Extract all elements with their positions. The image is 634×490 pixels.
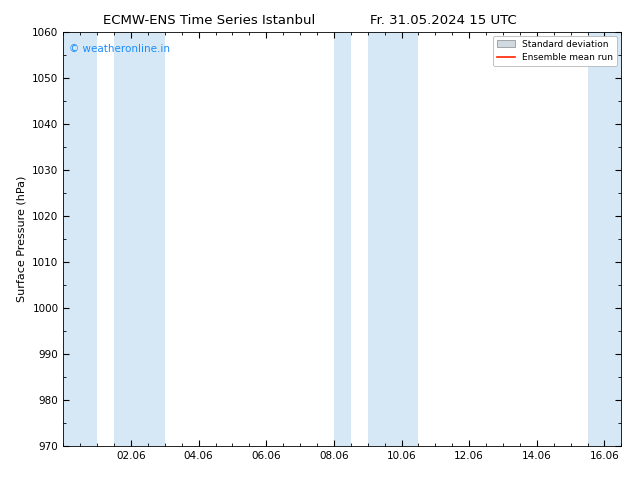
Y-axis label: Surface Pressure (hPa): Surface Pressure (hPa) — [16, 176, 27, 302]
Bar — [114, 32, 165, 446]
Text: © weatheronline.in: © weatheronline.in — [69, 44, 170, 54]
Bar — [63, 32, 97, 446]
Bar — [334, 32, 351, 446]
Text: Fr. 31.05.2024 15 UTC: Fr. 31.05.2024 15 UTC — [370, 14, 517, 27]
Bar — [588, 32, 621, 446]
Bar — [368, 32, 418, 446]
Legend: Standard deviation, Ensemble mean run: Standard deviation, Ensemble mean run — [493, 36, 617, 66]
Text: ECMW-ENS Time Series Istanbul: ECMW-ENS Time Series Istanbul — [103, 14, 315, 27]
